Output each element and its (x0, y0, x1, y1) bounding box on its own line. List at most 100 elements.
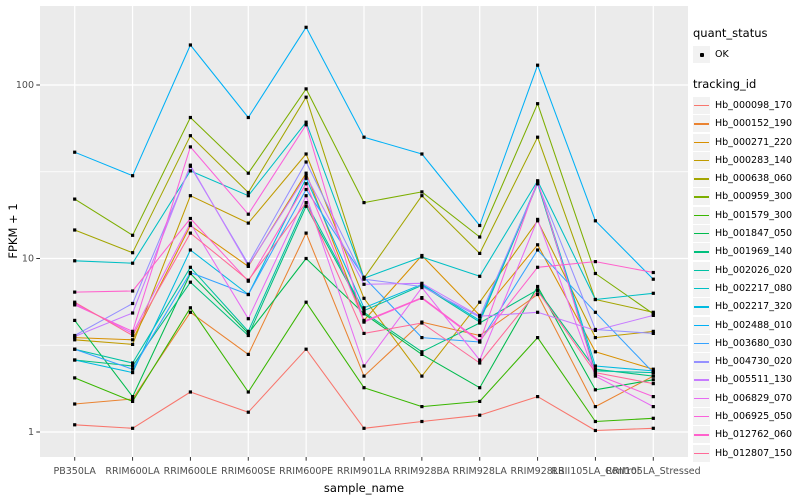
legend-line-swatch (694, 141, 709, 143)
x-tick-label: RRIM901LA (337, 466, 392, 477)
data-point (188, 163, 192, 167)
data-point (593, 372, 597, 376)
data-point (536, 63, 540, 67)
legend-key-box (693, 426, 710, 444)
data-point (188, 390, 192, 394)
legend-label: Hb_002217_320 (715, 301, 793, 313)
data-point (362, 201, 366, 205)
data-point (304, 194, 308, 198)
data-point (304, 256, 308, 261)
data-point (536, 217, 540, 221)
x-tick-label: RRIM600LA (105, 466, 160, 477)
data-point (131, 233, 135, 237)
data-point (188, 194, 192, 198)
data-point (188, 248, 192, 252)
data-point (131, 364, 135, 368)
legend-key-box (693, 261, 710, 279)
data-point (131, 329, 135, 333)
legend-entry-Hb_005511_130: Hb_005511_130 (693, 371, 799, 389)
data-point (188, 169, 192, 173)
data-point (304, 182, 308, 186)
data-point (73, 402, 77, 406)
data-point (593, 336, 597, 340)
legend-entry-Hb_012762_060: Hb_012762_060 (693, 426, 799, 444)
data-point (593, 350, 597, 354)
data-point (651, 277, 655, 281)
data-point (131, 361, 135, 365)
data-point (188, 231, 192, 235)
legend-label: Hb_002217_080 (715, 282, 793, 294)
data-point (593, 367, 597, 371)
legend-key-box (693, 170, 710, 188)
x-tick-label: RRIM928BA (394, 466, 450, 477)
legend-label: Hb_006829_070 (715, 392, 793, 404)
point-symbol-icon (699, 52, 704, 57)
legend-key-box (693, 46, 710, 63)
data-point (478, 320, 482, 324)
data-point (304, 152, 308, 156)
legend-key-box (693, 389, 710, 407)
data-point (188, 280, 192, 284)
x-tick-label: RRIM600SE (221, 466, 275, 477)
data-point (131, 426, 135, 430)
data-point (246, 171, 250, 175)
data-point (651, 291, 655, 295)
data-point (651, 331, 655, 335)
data-point (131, 397, 135, 401)
x-tick-label: RRIM600PE (279, 466, 333, 477)
data-point (651, 395, 655, 399)
legend-label: Hb_001847_050 (715, 228, 793, 240)
y-tick-label: 100 (16, 80, 34, 91)
legend-key-box (693, 225, 710, 243)
data-point (478, 339, 482, 343)
legend-quant-status: quant_status OK (693, 26, 799, 63)
data-point (362, 319, 366, 323)
data-point (362, 364, 366, 368)
data-point (304, 174, 308, 178)
data-point (420, 152, 424, 156)
data-point (420, 352, 424, 356)
data-point (304, 187, 308, 192)
data-point (651, 378, 655, 382)
data-point (73, 303, 77, 307)
data-point (131, 333, 135, 338)
data-point (362, 374, 366, 378)
legend-key-box (693, 97, 710, 114)
data-point (651, 371, 655, 375)
legend-entry-Hb_001579_300: Hb_001579_300 (693, 206, 799, 224)
data-point (593, 374, 597, 378)
data-point (420, 419, 424, 424)
legend-entry-Hb_012807_150: Hb_012807_150 (693, 444, 799, 462)
data-point (131, 261, 135, 265)
data-point (420, 255, 424, 259)
data-point (651, 369, 655, 373)
data-point (478, 333, 482, 338)
data-point (536, 336, 540, 340)
legend-key-box (693, 243, 710, 261)
data-point (420, 374, 424, 378)
data-point (246, 221, 250, 225)
data-point (246, 329, 250, 333)
legend-label: Hb_005511_130 (715, 374, 793, 386)
series-points (73, 25, 655, 433)
legend-key-box (693, 353, 710, 371)
data-point (651, 426, 655, 430)
legend-line-swatch (694, 287, 709, 290)
data-point (651, 313, 655, 317)
data-point (362, 135, 366, 139)
data-point (131, 311, 135, 315)
legend-entry-Hb_000959_300: Hb_000959_300 (693, 188, 799, 206)
legend-key-box (693, 334, 710, 352)
legend-entry-Hb_002488_010: Hb_002488_010 (693, 316, 799, 334)
data-point (593, 405, 597, 409)
data-point (362, 386, 366, 390)
x-tick-label: RRIM600LE (164, 466, 218, 477)
data-point (131, 331, 135, 335)
y-tick-label: 1 (28, 427, 34, 438)
legend-entry-Hb_001847_050: Hb_001847_050 (693, 225, 799, 243)
data-point (188, 223, 192, 228)
data-point (478, 413, 482, 417)
data-point (536, 289, 540, 293)
legend-line-swatch (694, 379, 709, 381)
data-point (188, 265, 192, 269)
